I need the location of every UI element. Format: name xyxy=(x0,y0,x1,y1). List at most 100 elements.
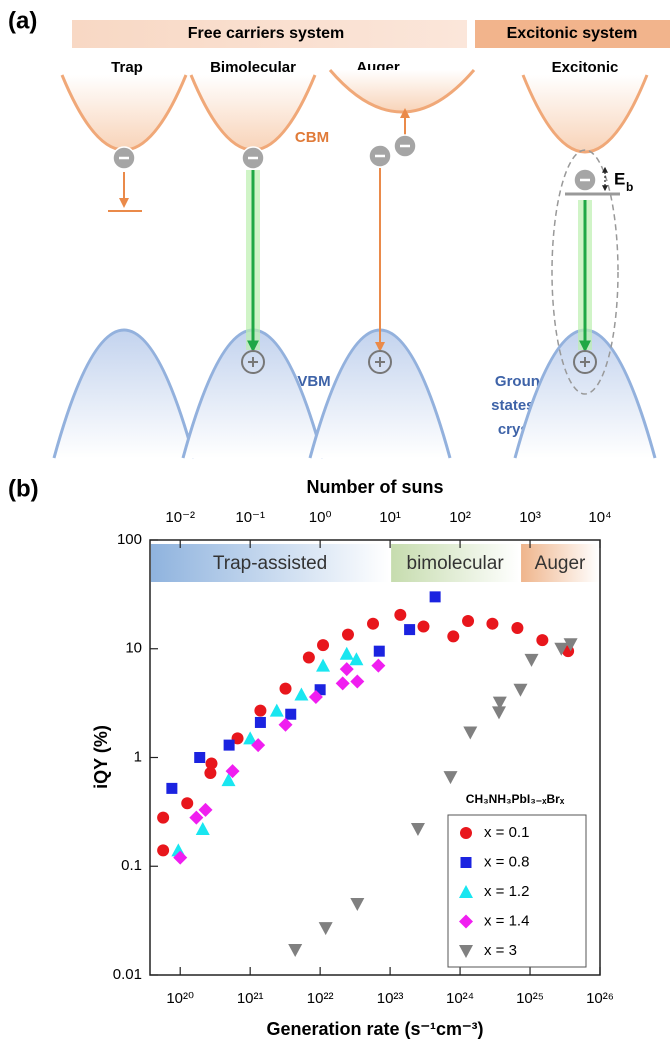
hole xyxy=(368,350,392,374)
data-point xyxy=(269,703,284,717)
x2-tick-label: 10⁴ xyxy=(588,509,611,526)
legend-marker xyxy=(459,945,473,958)
x-tick-label: 10²⁴ xyxy=(446,990,474,1007)
data-point xyxy=(157,811,170,824)
data-point xyxy=(316,658,331,672)
data-point xyxy=(443,771,458,785)
data-point xyxy=(285,708,297,720)
legend-label: x = 1.4 xyxy=(484,912,529,929)
legend-marker xyxy=(459,914,473,929)
data-point xyxy=(294,687,309,701)
data-point xyxy=(335,676,350,691)
ground-label: Ground xyxy=(495,373,549,390)
mechanism-label: Trap xyxy=(111,59,143,76)
data-point xyxy=(536,634,549,647)
x2-tick-label: 10⁻¹ xyxy=(235,509,265,526)
data-point xyxy=(339,662,354,677)
data-point xyxy=(367,617,380,630)
data-point xyxy=(189,810,204,825)
data-point xyxy=(394,608,407,621)
eb-label: E xyxy=(614,169,625,188)
data-point xyxy=(404,624,416,636)
mechanism-label: Excitonic xyxy=(552,59,619,76)
x-tick-label: 10²⁵ xyxy=(516,990,544,1007)
data-point xyxy=(491,706,506,720)
panel-label: (a) xyxy=(8,7,37,34)
legend-marker xyxy=(460,857,472,868)
data-point xyxy=(486,617,499,630)
data-point xyxy=(223,739,235,751)
data-point xyxy=(181,797,194,810)
data-point xyxy=(251,738,266,753)
data-point xyxy=(308,690,323,705)
legend-marker xyxy=(460,827,472,839)
data-point xyxy=(204,767,217,780)
conduction-band xyxy=(521,74,649,154)
data-point xyxy=(314,684,326,696)
panel-label: (b) xyxy=(8,475,39,502)
x-tick-label: 10²³ xyxy=(377,990,404,1007)
data-point xyxy=(492,696,507,710)
data-point xyxy=(349,652,364,666)
y-tick-label: 0.01 xyxy=(113,966,142,983)
data-point xyxy=(254,704,267,717)
group-title: Excitonic system xyxy=(507,25,638,42)
eb-subscript: b xyxy=(626,180,633,194)
data-point xyxy=(194,752,206,763)
y-tick-label: 1 xyxy=(134,748,142,765)
data-point xyxy=(195,822,210,836)
region-band xyxy=(391,544,520,582)
x-tick-label: 10²⁶ xyxy=(586,990,614,1007)
data-point xyxy=(173,850,188,865)
data-point xyxy=(318,922,333,936)
y-axis-title: iQY (%) xyxy=(91,725,111,789)
data-point xyxy=(317,639,330,652)
region-label: bimolecular xyxy=(407,553,505,574)
y-tick-label: 10 xyxy=(125,640,142,657)
data-point xyxy=(339,646,354,660)
hole-sign xyxy=(580,357,590,367)
data-point xyxy=(462,614,475,627)
x-tick-label: 10²² xyxy=(307,990,334,1007)
hole-sign xyxy=(375,357,385,367)
legend-box xyxy=(447,814,587,968)
valence-band xyxy=(52,328,196,459)
data-point xyxy=(429,591,441,603)
x2-tick-label: 10³ xyxy=(519,509,541,526)
data-point xyxy=(288,943,303,957)
data-point xyxy=(166,782,178,794)
group-header xyxy=(475,20,670,48)
legend-label: x = 0.8 xyxy=(484,853,529,870)
data-point xyxy=(279,682,292,695)
data-point xyxy=(417,620,430,633)
data-point xyxy=(513,683,528,697)
data-point xyxy=(221,773,236,787)
hole-sign xyxy=(248,357,258,367)
data-point xyxy=(373,645,385,657)
data-point xyxy=(225,764,240,779)
region-label: Auger xyxy=(535,553,586,574)
x2-tick-label: 10² xyxy=(449,509,471,526)
y-tick-label: 0.1 xyxy=(121,857,142,874)
legend-marker xyxy=(459,885,473,898)
data-point xyxy=(410,823,425,837)
data-point xyxy=(278,717,293,732)
data-point xyxy=(302,651,315,664)
data-point xyxy=(554,642,569,656)
data-point xyxy=(350,897,365,911)
exciton-boundary xyxy=(551,149,619,395)
x-tick-label: 10²¹ xyxy=(237,990,264,1007)
legend-title: CH₃NH₃PbI₃₋ₓBrₓ xyxy=(466,792,565,806)
x2-tick-label: 10⁰ xyxy=(309,509,332,526)
legend-label: x = 3 xyxy=(484,942,517,959)
data-point xyxy=(524,653,539,667)
data-point xyxy=(447,630,460,643)
x-axis-title: Generation rate (s⁻¹cm⁻³) xyxy=(266,1019,483,1039)
data-point xyxy=(341,628,354,641)
group-header xyxy=(72,20,467,48)
vbm-label: VBM xyxy=(297,373,330,390)
y-tick-label: 100 xyxy=(117,531,142,548)
legend-label: x = 1.2 xyxy=(484,883,529,900)
hole xyxy=(573,350,597,374)
